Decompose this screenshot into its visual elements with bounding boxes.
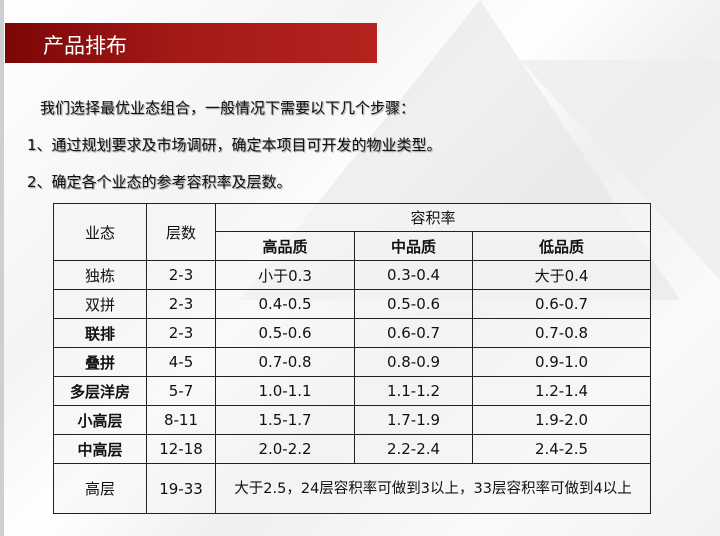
header-high: 高品质 [215,231,355,261]
cell-high: 小于0.3 [215,260,355,290]
cell-floors: 2-3 [146,289,216,319]
cell-low: 1.9-2.0 [472,405,651,435]
cell-high: 2.0-2.2 [215,434,355,464]
cell-mid: 0.5-0.6 [354,289,473,319]
cell-note: 大于2.5，24层容积率可做到3以上，33层容积率可做到4以上 [215,463,651,514]
header-far: 容积率 [215,203,651,232]
header-floors: 层数 [146,203,216,261]
step-1: 1、通过规划要求及市场调研，确定本项目可开发的物业类型。 [27,136,442,154]
cell-high: 1.5-1.7 [215,405,355,435]
step-2: 2、确定各个业态的参考容积率及层数。 [27,173,292,191]
cell-floors: 19-33 [146,463,216,514]
title-bar: 产品排布 [5,23,377,63]
table-row: 高层 19-33 大于2.5，24层容积率可做到3以上，33层容积率可做到4以上 [53,463,651,514]
table-row: 多层洋房 5-7 1.0-1.1 1.1-1.2 1.2-1.4 [53,376,651,406]
far-table: 业态 层数 容积率 高品质 中品质 低品质 独栋 2-3 小于0.3 0.3-0.4 大… [53,203,651,514]
cell-floors: 2-3 [146,318,216,348]
cell-low: 1.2-1.4 [472,376,651,406]
cell-floors: 2-3 [146,260,216,290]
cell-type: 独栋 [53,260,147,290]
cell-type: 联排 [53,318,147,348]
table-row: 双拼 2-3 0.4-0.5 0.5-0.6 0.6-0.7 [53,289,651,319]
cell-floors: 5-7 [146,376,216,406]
cell-type: 小高层 [53,405,147,435]
header-low: 低品质 [472,231,651,261]
cell-floors: 4-5 [146,347,216,377]
header-type: 业态 [53,203,147,261]
cell-type: 多层洋房 [53,376,147,406]
cell-mid: 0.8-0.9 [354,347,473,377]
cell-high: 0.5-0.6 [215,318,355,348]
cell-high: 0.7-0.8 [215,347,355,377]
cell-low: 2.4-2.5 [472,434,651,464]
table-row: 叠拼 4-5 0.7-0.8 0.8-0.9 0.9-1.0 [53,347,651,377]
table-row: 独栋 2-3 小于0.3 0.3-0.4 大于0.4 [53,260,651,290]
cell-type: 双拼 [53,289,147,319]
cell-low: 0.9-1.0 [472,347,651,377]
cell-low: 0.7-0.8 [472,318,651,348]
cell-floors: 12-18 [146,434,216,464]
table-row: 联排 2-3 0.5-0.6 0.6-0.7 0.7-0.8 [53,318,651,348]
cell-type: 叠拼 [53,347,147,377]
cell-mid: 1.1-1.2 [354,376,473,406]
cell-high: 0.4-0.5 [215,289,355,319]
left-edge-strip [0,0,4,536]
cell-mid: 2.2-2.4 [354,434,473,464]
cell-high: 1.0-1.1 [215,376,355,406]
table-row: 小高层 8-11 1.5-1.7 1.7-1.9 1.9-2.0 [53,405,651,435]
cell-floors: 8-11 [146,405,216,435]
cell-mid: 0.3-0.4 [354,260,473,290]
intro-text: 我们选择最优业态组合，一般情况下需要以下几个步骤： [40,99,416,117]
header-mid: 中品质 [354,231,473,261]
cell-low: 0.6-0.7 [472,289,651,319]
table-row: 中高层 12-18 2.0-2.2 2.2-2.4 2.4-2.5 [53,434,651,464]
slide-title: 产品排布 [43,34,127,58]
cell-type: 中高层 [53,434,147,464]
cell-mid: 1.7-1.9 [354,405,473,435]
cell-low: 大于0.4 [472,260,651,290]
cell-mid: 0.6-0.7 [354,318,473,348]
cell-type: 高层 [53,463,147,514]
